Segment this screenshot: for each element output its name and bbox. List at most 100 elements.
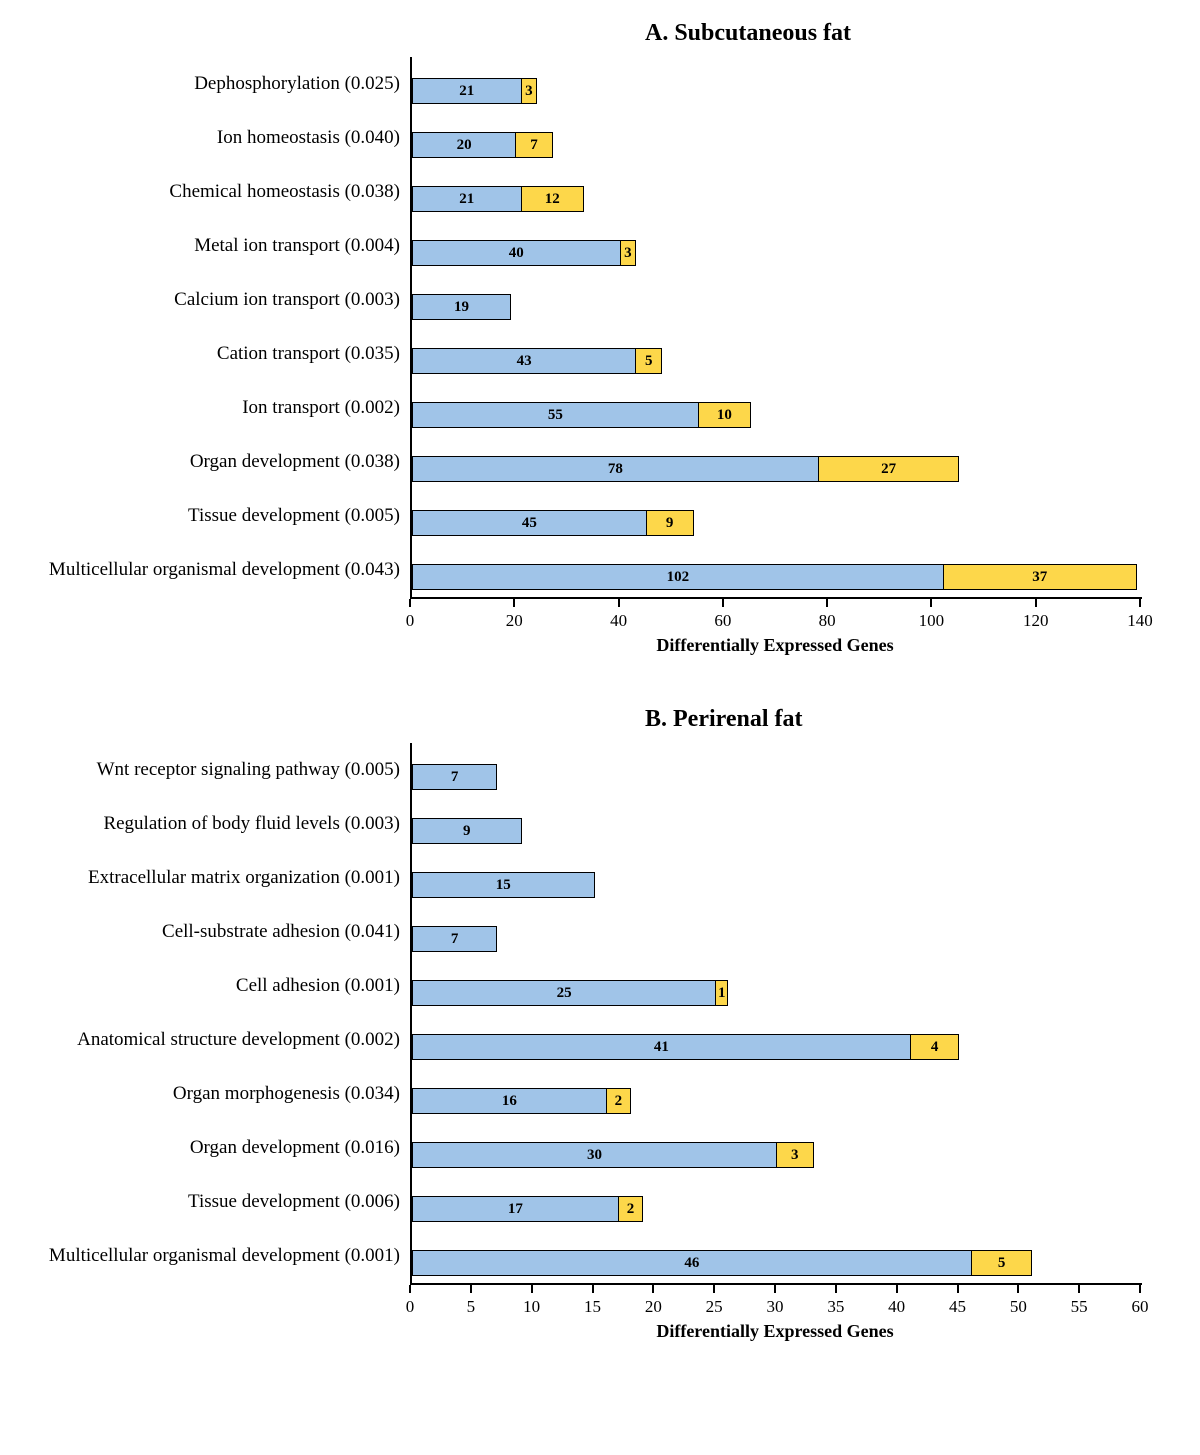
- tick-label: 50: [1010, 1297, 1027, 1317]
- tick-mark: [531, 1285, 533, 1293]
- tick-label: 25: [706, 1297, 723, 1317]
- bar-segment-yellow: 10: [699, 402, 751, 428]
- tick-label: 120: [1023, 611, 1049, 631]
- tick-mark: [826, 599, 828, 607]
- bar-row: 207: [412, 111, 1142, 165]
- bar-row: 172: [412, 1175, 1142, 1229]
- bar-segment-yellow: 2: [619, 1196, 643, 1222]
- category-label: Metal ion transport (0.004): [30, 219, 400, 273]
- bar-segment-blue: 15: [412, 872, 595, 898]
- bar-wrap: 465: [412, 1250, 1032, 1276]
- tick-label: 5: [467, 1297, 476, 1317]
- tick-label: 15: [584, 1297, 601, 1317]
- bar-row: 414: [412, 1013, 1142, 1067]
- tick-mark: [1139, 1285, 1141, 1293]
- bar-segment-yellow: 12: [522, 186, 585, 212]
- bar-segment-blue: 41: [412, 1034, 911, 1060]
- bar-row: 15: [412, 851, 1142, 905]
- bar-wrap: 207: [412, 132, 553, 158]
- tick-mark: [930, 599, 932, 607]
- category-label: Cell-substrate adhesion (0.041): [30, 905, 400, 959]
- bar-segment-blue: 19: [412, 294, 511, 320]
- tick-mark: [592, 1285, 594, 1293]
- bar-segment-blue: 43: [412, 348, 636, 374]
- bar-segment-yellow: 4: [911, 1034, 960, 1060]
- tick-label: 60: [714, 611, 731, 631]
- tick-mark: [513, 599, 515, 607]
- bar-row: 303: [412, 1121, 1142, 1175]
- bar-segment-yellow: 3: [522, 78, 538, 104]
- bar-row: 459: [412, 489, 1142, 543]
- tick-mark: [409, 1285, 411, 1293]
- bar-row: 213: [412, 57, 1142, 111]
- tick-mark: [957, 1285, 959, 1293]
- category-label: Cation transport (0.035): [30, 327, 400, 381]
- chartB-labels: Wnt receptor signaling pathway (0.005)Re…: [30, 743, 410, 1342]
- tick-label: 30: [767, 1297, 784, 1317]
- bar-segment-blue: 20: [412, 132, 516, 158]
- bar-row: 5510: [412, 381, 1142, 435]
- bar-segment-yellow: 3: [777, 1142, 814, 1168]
- category-label: Multicellular organismal development (0.…: [30, 1229, 400, 1283]
- tick-mark: [896, 1285, 898, 1293]
- tick-mark: [652, 1285, 654, 1293]
- bar-segment-yellow: 1: [716, 980, 728, 1006]
- tick-label: 55: [1071, 1297, 1088, 1317]
- tick-label: 140: [1127, 611, 1153, 631]
- tick-mark: [713, 1285, 715, 1293]
- chartB-bars-col: 7915725141416230317246505101520253035404…: [410, 743, 1170, 1342]
- bar-segment-yellow: 27: [819, 456, 960, 482]
- category-label: Organ development (0.038): [30, 435, 400, 489]
- chartB-block: B. Perirenal fatWnt receptor signaling p…: [30, 706, 1170, 1342]
- category-label: Dephosphorylation (0.025): [30, 57, 400, 111]
- chartB-x-axis-title: Differentially Expressed Genes: [410, 1321, 1140, 1342]
- bar-segment-blue: 45: [412, 510, 647, 536]
- chartA-block: A. Subcutaneous fatDephosphorylation (0.…: [30, 20, 1170, 656]
- bar-row: 7: [412, 743, 1142, 797]
- bar-segment-blue: 25: [412, 980, 716, 1006]
- category-label: Ion homeostasis (0.040): [30, 111, 400, 165]
- bar-row: 465: [412, 1229, 1142, 1283]
- bar-wrap: 7827: [412, 456, 959, 482]
- chartA-tick-labels: 020406080100120140: [410, 607, 1140, 631]
- bar-segment-yellow: 9: [647, 510, 694, 536]
- chartB-ticks: [410, 1285, 1140, 1293]
- tick-mark: [470, 1285, 472, 1293]
- bar-wrap: 213: [412, 78, 537, 104]
- bar-wrap: 9: [412, 818, 522, 844]
- chartA-x-axis-title: Differentially Expressed Genes: [410, 635, 1140, 656]
- bar-wrap: 303: [412, 1142, 814, 1168]
- chartB-body: Wnt receptor signaling pathway (0.005)Re…: [30, 743, 1170, 1342]
- tick-label: 0: [406, 611, 415, 631]
- bar-segment-blue: 102: [412, 564, 944, 590]
- category-label: Ion transport (0.002): [30, 381, 400, 435]
- bar-row: 2112: [412, 165, 1142, 219]
- tick-mark: [409, 599, 411, 607]
- bar-wrap: 403: [412, 240, 636, 266]
- bar-segment-blue: 40: [412, 240, 621, 266]
- tick-label: 10: [523, 1297, 540, 1317]
- tick-mark: [722, 599, 724, 607]
- tick-label: 60: [1132, 1297, 1149, 1317]
- tick-mark: [1078, 1285, 1080, 1293]
- bar-segment-blue: 17: [412, 1196, 619, 1222]
- chartB-tick-labels: 051015202530354045505560: [410, 1293, 1140, 1317]
- category-label: Organ development (0.016): [30, 1121, 400, 1175]
- bar-wrap: 19: [412, 294, 511, 320]
- category-label: Tissue development (0.005): [30, 489, 400, 543]
- bar-segment-yellow: 5: [636, 348, 662, 374]
- bar-row: 162: [412, 1067, 1142, 1121]
- bar-segment-blue: 21: [412, 78, 522, 104]
- category-label: Extracellular matrix organization (0.001…: [30, 851, 400, 905]
- bar-row: 10237: [412, 543, 1142, 597]
- bar-segment-blue: 7: [412, 764, 497, 790]
- tick-label: 40: [610, 611, 627, 631]
- tick-mark: [835, 1285, 837, 1293]
- tick-label: 20: [645, 1297, 662, 1317]
- tick-label: 100: [919, 611, 945, 631]
- category-label: Multicellular organismal development (0.…: [30, 543, 400, 597]
- chartA-plot: 2132072112403194355510782745910237: [410, 57, 1142, 599]
- category-label: Tissue development (0.006): [30, 1175, 400, 1229]
- bar-segment-blue: 21: [412, 186, 522, 212]
- bar-wrap: 7: [412, 764, 497, 790]
